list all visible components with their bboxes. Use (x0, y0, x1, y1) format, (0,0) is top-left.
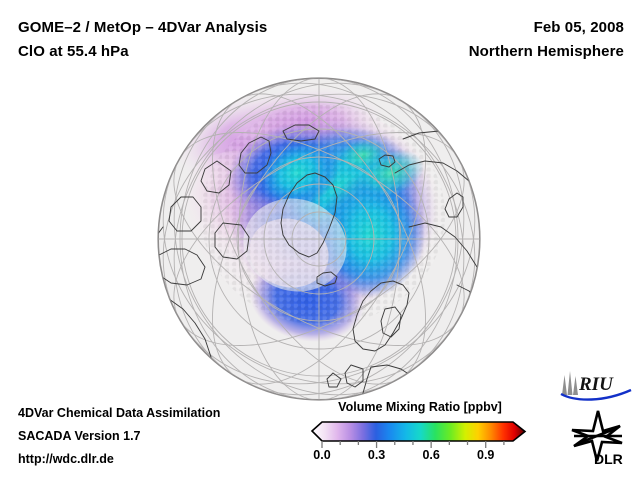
globe-limb (157, 77, 481, 401)
species-level-subtitle: ClO at 55.4 hPa (18, 43, 129, 60)
riu-tower-icon (562, 371, 578, 395)
colorbar-ticks (321, 441, 505, 448)
colorbar-gradient-bar (310, 421, 527, 442)
hemisphere-label: Northern Hemisphere (468, 43, 624, 60)
header-right-block: Feb 05, 2008 Northern Hemisphere (469, 16, 624, 64)
dlr-mark-icon (571, 410, 623, 462)
graticule (158, 78, 480, 400)
date-label: Feb 05, 2008 (533, 19, 624, 36)
dlr-logo: DLR (571, 410, 623, 467)
globe-map (157, 77, 481, 401)
riu-wordmark: RIU (578, 374, 614, 395)
colorbar-tick-label: 0.9 (477, 448, 495, 462)
method-label: 4DVar Chemical Data Assimilation (18, 406, 221, 420)
colorbar-tick-label: 0.0 (313, 448, 331, 462)
colorbar-scale (310, 421, 527, 448)
colorbar-tick-labels: 0.0 0.3 0.6 0.9 (300, 448, 540, 468)
dlr-wordmark: DLR (594, 451, 623, 467)
globe-svg (157, 77, 481, 401)
website-url[interactable]: http://wdc.dlr.de (18, 452, 114, 466)
footer-left-block: 4DVar Chemical Data Assimilation SACADA … (18, 402, 220, 471)
version-label: SACADA Version 1.7 (18, 429, 141, 443)
colorbar-title: Volume Mixing Ratio [ppbv] (338, 400, 502, 414)
colorbar-tick-label: 0.3 (367, 448, 386, 462)
riu-swoosh-icon (560, 388, 632, 401)
colorbar-tick-label: 0.6 (422, 448, 440, 462)
header-left-block: GOME–2 / MetOp – 4DVar Analysis ClO at 5… (18, 16, 267, 64)
page-title: GOME–2 / MetOp – 4DVar Analysis (18, 19, 268, 36)
colorbar: Volume Mixing Ratio [ppbv] 0.0 0.3 0.6 0.9 (300, 400, 540, 472)
riu-logo: RIU (560, 371, 632, 401)
